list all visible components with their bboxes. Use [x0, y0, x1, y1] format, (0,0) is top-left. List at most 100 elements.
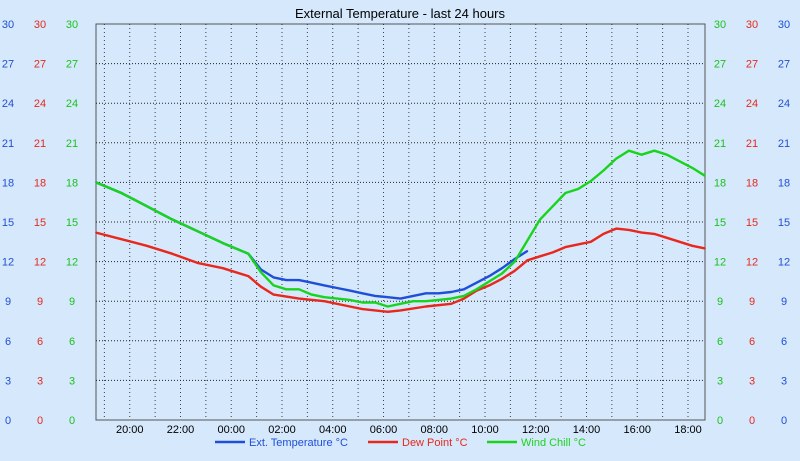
data-point [488, 275, 491, 278]
data-point [374, 309, 377, 312]
y-tick-label: 21 [746, 138, 758, 150]
y-tick-label: 12 [746, 257, 758, 269]
data-point [513, 260, 516, 263]
y-tick-label: 3 [749, 375, 755, 387]
data-point [640, 153, 643, 156]
data-point [691, 166, 694, 169]
data-point [386, 296, 389, 299]
y-tick-label: 12 [2, 257, 14, 269]
data-point [526, 259, 529, 262]
y-tick-label: 27 [34, 59, 46, 71]
data-point [260, 285, 262, 288]
x-tick-label: 10:00 [471, 424, 499, 436]
y-tick-label: 21 [2, 138, 14, 150]
data-point [95, 231, 97, 234]
data-point [348, 298, 351, 301]
x-tick-label: 12:00 [522, 424, 550, 436]
y-tick-label: 15 [714, 217, 726, 229]
y-tick-label: 9 [749, 296, 755, 308]
data-point [615, 227, 618, 230]
data-point [564, 192, 567, 194]
y-tick-label: 18 [746, 177, 758, 189]
data-point [310, 293, 313, 296]
data-point [298, 297, 300, 300]
y-tick-label: 0 [37, 415, 43, 427]
y-tick-label: 27 [66, 59, 78, 71]
data-point [526, 250, 529, 252]
data-point [120, 192, 123, 194]
y-tick-label: 0 [781, 415, 787, 427]
data-point [437, 292, 440, 295]
x-tick-label: 04:00 [319, 424, 347, 436]
data-point [285, 288, 288, 291]
data-point [412, 295, 415, 297]
y-tick-label: 0 [5, 415, 11, 427]
data-point [196, 230, 199, 233]
x-tick-label: 14:00 [573, 424, 601, 436]
y-tick-label: 18 [778, 177, 790, 189]
data-point [450, 302, 453, 305]
data-point [424, 300, 427, 303]
x-tick-label: 20:00 [116, 424, 144, 436]
y-tick-label: 12 [34, 257, 46, 269]
data-point [678, 240, 681, 243]
data-point [272, 276, 275, 279]
data-point [615, 157, 618, 160]
data-point [171, 218, 174, 221]
y-tick-label: 24 [714, 98, 726, 110]
y-tick-label: 21 [34, 138, 46, 150]
data-point [247, 252, 250, 255]
data-point [450, 291, 453, 293]
data-point [374, 295, 377, 297]
data-point [310, 281, 313, 284]
data-point [424, 305, 427, 308]
y-tick-label: 3 [5, 375, 11, 387]
y-tick-label: 0 [749, 415, 755, 427]
y-tick-label: 15 [66, 217, 78, 229]
y-tick-label: 9 [717, 296, 723, 308]
data-point [171, 252, 174, 255]
y-tick-label: 12 [66, 257, 78, 269]
y-tick-label: 9 [5, 296, 11, 308]
data-point [577, 188, 580, 190]
data-point [501, 267, 503, 270]
data-point [475, 281, 478, 284]
data-point [501, 272, 503, 275]
chart-title: External Temperature - last 24 hours [295, 6, 506, 21]
data-point [95, 181, 97, 184]
data-point [298, 288, 300, 291]
y-tick-label: 6 [69, 336, 75, 348]
y-tick-label: 6 [749, 336, 755, 348]
y-tick-label: 15 [746, 217, 758, 229]
data-point [196, 262, 199, 264]
y-tick-label: 18 [714, 177, 726, 189]
data-point [298, 279, 300, 281]
data-point [399, 302, 402, 305]
data-point [526, 239, 529, 242]
data-point [627, 149, 630, 152]
data-point [145, 244, 148, 247]
y-tick-label: 3 [781, 375, 787, 387]
y-tick-label: 21 [66, 138, 78, 150]
data-point [450, 297, 453, 300]
data-point [666, 153, 668, 156]
data-point [513, 269, 516, 272]
y-tick-label: 18 [2, 177, 14, 189]
data-point [260, 271, 262, 274]
data-point [666, 236, 668, 239]
data-point [589, 180, 592, 182]
data-point [348, 305, 351, 308]
data-point [221, 242, 224, 245]
data-point [323, 284, 326, 287]
data-point [336, 287, 338, 289]
y-tick-label: 3 [37, 375, 43, 387]
y-tick-label: 30 [746, 19, 758, 31]
legend-label: Ext. Temperature °C [249, 437, 348, 449]
y-tick-label: 6 [717, 336, 723, 348]
data-point [285, 279, 288, 281]
y-tick-label: 30 [714, 19, 726, 31]
y-tick-label: 27 [714, 59, 726, 71]
data-point [488, 284, 491, 287]
y-tick-label: 24 [746, 98, 758, 110]
